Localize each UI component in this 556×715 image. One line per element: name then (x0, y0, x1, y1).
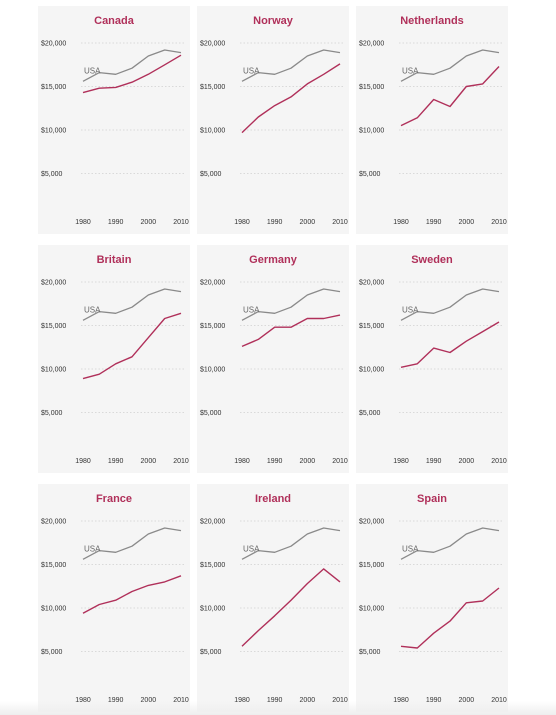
y-tick-label: $10,000 (200, 367, 225, 374)
x-tick-label: 2000 (300, 458, 316, 465)
chart-panel: Sweden $5,000 $10,000 $15,000 $20,000 1980 199… (356, 245, 508, 473)
y-tick-label: $20,000 (200, 280, 225, 287)
chart-panel: Canada $5,000 $10,000 $15,000 $20,000 1980 199… (38, 6, 190, 234)
x-tick-label: 1990 (426, 458, 442, 465)
x-tick-label: 2010 (173, 219, 189, 226)
y-tick-label: $15,000 (41, 562, 66, 569)
y-tick-label: $10,000 (200, 128, 225, 135)
series-label: USA (243, 66, 260, 75)
chart-panel: Germany $5,000 $10,000 $15,000 $20,000 1980 19… (197, 245, 349, 473)
x-tick-label: 1980 (234, 219, 250, 226)
chart-panel: Norway $5,000 $10,000 $15,000 $20,000 1980 199… (197, 6, 349, 234)
chart-plot: $5,000 $10,000 $15,000 $20,000 1980 1990 2000 2… (197, 484, 349, 712)
chart-panel: France$5,000$10,000$15,000$20,0001980199… (38, 484, 190, 712)
series-label: USA (243, 305, 260, 314)
chart-panel: Netherlands $5,000 $10,000 $15,000 $20,000 19… (356, 6, 508, 234)
bottom-fade (0, 701, 556, 715)
chart-plot: $5,000 $10,000 $15,000 $20,000 1980 1990 2000 2… (197, 245, 349, 473)
chart-plot: $5,000 $10,000 $15,000 $20,000 1980 1990 2000 2… (38, 6, 190, 234)
y-tick-label: $15,000 (359, 323, 384, 330)
y-tick-label: $10,000 (41, 367, 66, 374)
x-tick-label: 2000 (300, 219, 316, 226)
country-series-line (242, 569, 340, 646)
chart-plot: $5,000 $10,000 $15,000 $20,000 1980 1990 2000 2… (38, 245, 190, 473)
chart-panel: Britain $5,000 $10,000 $15,000 $20,000 1980 19… (38, 245, 190, 473)
y-tick-label: $5,000 (359, 649, 381, 656)
x-tick-label: 2000 (459, 219, 475, 226)
y-tick-label: $5,000 (359, 171, 381, 178)
x-tick-label: 1980 (393, 219, 409, 226)
series-label: USA (402, 544, 419, 553)
series-label: USA (402, 66, 419, 75)
series-label: USA (243, 544, 260, 553)
y-tick-label: $10,000 (359, 128, 384, 135)
y-tick-label: $15,000 (359, 84, 384, 91)
y-tick-label: $10,000 (41, 606, 66, 613)
x-tick-label: 1990 (108, 219, 124, 226)
x-tick-label: 1990 (267, 219, 283, 226)
country-series-line (242, 315, 340, 346)
country-series-line (401, 588, 499, 648)
country-series-line (83, 576, 181, 613)
y-tick-label: $10,000 (359, 367, 384, 374)
y-tick-label: $10,000 (359, 606, 384, 613)
chart-plot: $5,000 $10,000 $15,000 $20,000 1980 1990 2000 2… (356, 6, 508, 234)
x-tick-label: 1990 (426, 219, 442, 226)
x-tick-label: 1980 (234, 458, 250, 465)
x-tick-label: 1980 (75, 458, 91, 465)
x-tick-label: 1980 (75, 219, 91, 226)
y-tick-label: $15,000 (200, 84, 225, 91)
series-label: USA (84, 305, 101, 314)
y-tick-label: $5,000 (359, 410, 381, 417)
y-tick-label: $15,000 (359, 562, 384, 569)
chart-plot: $5,000 $10,000 $15,000 $20,000 1980 1990 2000 2… (38, 484, 190, 712)
series-label: USA (402, 305, 419, 314)
chart-plot: $5,000 $10,000 $15,000 $20,000 1980 1990 2000 2… (197, 6, 349, 234)
y-tick-label: $15,000 (200, 323, 225, 330)
x-tick-label: 1990 (267, 458, 283, 465)
y-tick-label: $20,000 (359, 280, 384, 287)
y-tick-label: $15,000 (200, 562, 225, 569)
series-label: USA (84, 544, 101, 553)
y-tick-label: $15,000 (41, 84, 66, 91)
y-tick-label: $10,000 (41, 128, 66, 135)
y-tick-label: $20,000 (41, 519, 66, 526)
x-tick-label: 2010 (332, 219, 348, 226)
y-tick-label: $15,000 (41, 323, 66, 330)
x-tick-label: 2000 (459, 458, 475, 465)
y-tick-label: $5,000 (200, 649, 222, 656)
x-tick-label: 1980 (393, 458, 409, 465)
y-tick-label: $20,000 (41, 280, 66, 287)
x-tick-label: 2000 (141, 219, 157, 226)
series-label: USA (84, 66, 101, 75)
x-tick-label: 2010 (332, 458, 348, 465)
chart-panel: Ireland $5,000 $10,000 $15,000 $20,000 1980 19… (197, 484, 349, 712)
x-tick-label: 2010 (491, 219, 507, 226)
y-tick-label: $20,000 (41, 41, 66, 48)
chart-plot: $5,000 $10,000 $15,000 $20,000 1980 1990 2000 2… (356, 245, 508, 473)
x-tick-label: 2000 (141, 458, 157, 465)
y-tick-label: $5,000 (200, 410, 222, 417)
country-series-line (401, 322, 499, 367)
y-tick-label: $20,000 (359, 41, 384, 48)
country-series-line (401, 67, 499, 126)
chart-panel: Spain $5,000 $10,000 $15,000 $20,000 1980 1990… (356, 484, 508, 712)
chart-plot: $5,000 $10,000 $15,000 $20,000 1980 1990 2000 2… (356, 484, 508, 712)
y-tick-label: $20,000 (200, 519, 225, 526)
y-tick-label: $5,000 (41, 649, 63, 656)
y-tick-label: $5,000 (41, 410, 63, 417)
x-tick-label: 1990 (108, 458, 124, 465)
y-tick-label: $20,000 (200, 41, 225, 48)
y-tick-label: $20,000 (359, 519, 384, 526)
x-tick-label: 2010 (491, 458, 507, 465)
x-tick-label: 2010 (173, 458, 189, 465)
y-tick-label: $5,000 (200, 171, 222, 178)
y-tick-label: $10,000 (200, 606, 225, 613)
y-tick-label: $5,000 (41, 171, 63, 178)
